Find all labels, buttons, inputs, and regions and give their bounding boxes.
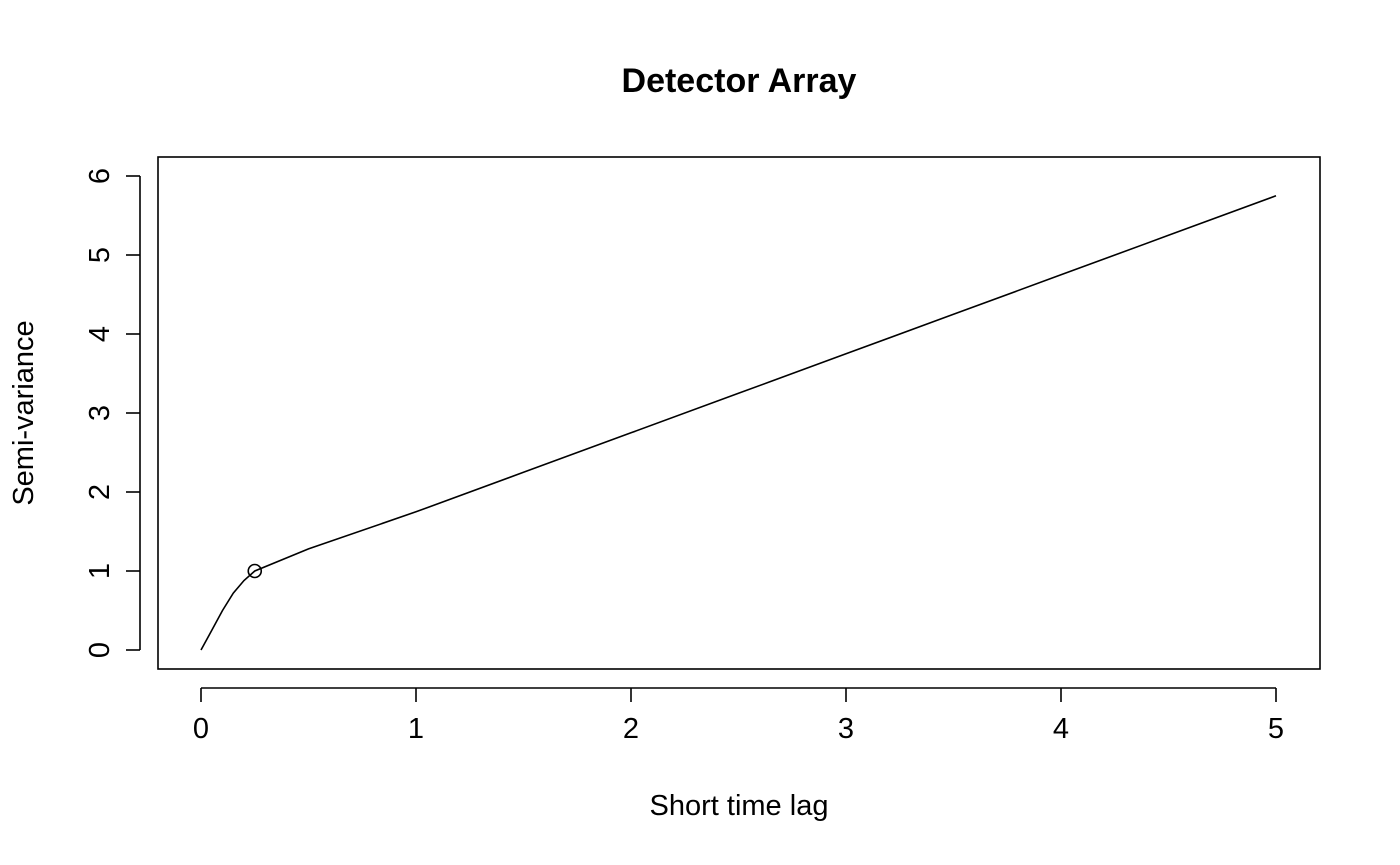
y-tick-label: 4 <box>84 326 116 342</box>
series-layer <box>200 195 1277 651</box>
x-axis: 0 1 2 3 4 5 <box>193 687 1284 745</box>
y-tick-label: 0 <box>84 642 116 658</box>
chart-title: Detector Array <box>622 62 857 100</box>
y-tick-label: 6 <box>84 168 116 184</box>
plot-frame <box>157 156 1321 670</box>
y-tick-label: 3 <box>84 405 116 421</box>
y-tick-label: 5 <box>84 247 116 263</box>
series-line <box>200 195 1277 651</box>
y-tick-label: 2 <box>84 484 116 500</box>
y-axis-label: Semi-variance <box>8 320 40 505</box>
x-tick-label: 0 <box>193 713 209 745</box>
x-tick-label: 3 <box>838 713 854 745</box>
x-axis-label: Short time lag <box>650 790 829 822</box>
x-tick-label: 1 <box>408 713 424 745</box>
y-axis: 0 1 2 3 4 5 6 <box>84 168 141 658</box>
x-tick-label: 4 <box>1053 713 1069 745</box>
x-tick-label: 2 <box>623 713 639 745</box>
x-tick-label: 5 <box>1268 713 1284 745</box>
point-marker <box>247 563 263 579</box>
y-tick-label: 1 <box>84 563 116 579</box>
